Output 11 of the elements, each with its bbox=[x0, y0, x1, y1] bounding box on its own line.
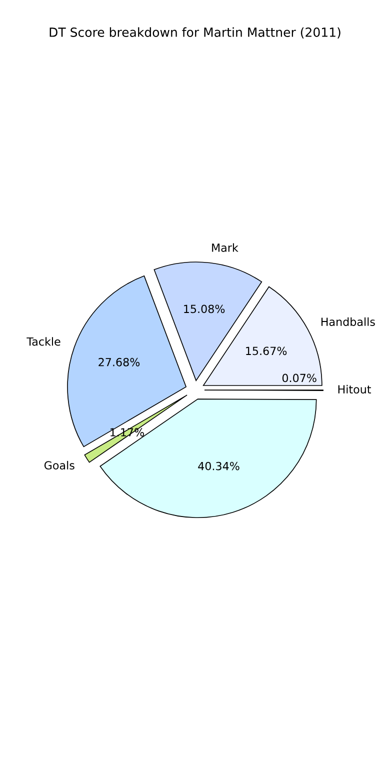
slice-label: Mark bbox=[212, 243, 238, 252]
slice-label: Handballs bbox=[321, 317, 375, 326]
data-label: 27.68% bbox=[98, 358, 140, 366]
data-label: 15.67% bbox=[246, 346, 287, 356]
slice-label: Goals bbox=[44, 460, 74, 470]
chart-title: DT Score breakdown for Martin Mattner (2011) bbox=[50, 27, 340, 38]
slice-label: Hitout bbox=[338, 384, 371, 394]
data-label: 0.07% bbox=[282, 374, 316, 382]
data-label: 40.34% bbox=[198, 462, 240, 470]
slice-label: Tackle bbox=[26, 337, 60, 346]
data-label: 15.08% bbox=[184, 304, 225, 314]
